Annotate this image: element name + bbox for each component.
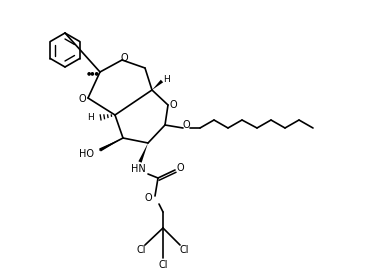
Text: HN: HN xyxy=(131,164,145,174)
Text: O: O xyxy=(144,193,152,203)
Text: O: O xyxy=(120,53,128,63)
Text: Cl: Cl xyxy=(179,245,189,255)
Text: Cl: Cl xyxy=(158,260,168,270)
Text: H: H xyxy=(88,114,94,122)
Text: O: O xyxy=(176,163,184,173)
Text: O: O xyxy=(78,94,86,104)
Text: HO: HO xyxy=(79,149,93,159)
Text: O: O xyxy=(182,120,190,130)
Polygon shape xyxy=(99,138,123,152)
Polygon shape xyxy=(152,80,163,90)
Text: O: O xyxy=(169,100,177,110)
Polygon shape xyxy=(138,143,148,163)
Text: ●●●: ●●● xyxy=(86,71,99,76)
Text: Cl: Cl xyxy=(136,245,146,255)
Text: H: H xyxy=(164,76,170,84)
